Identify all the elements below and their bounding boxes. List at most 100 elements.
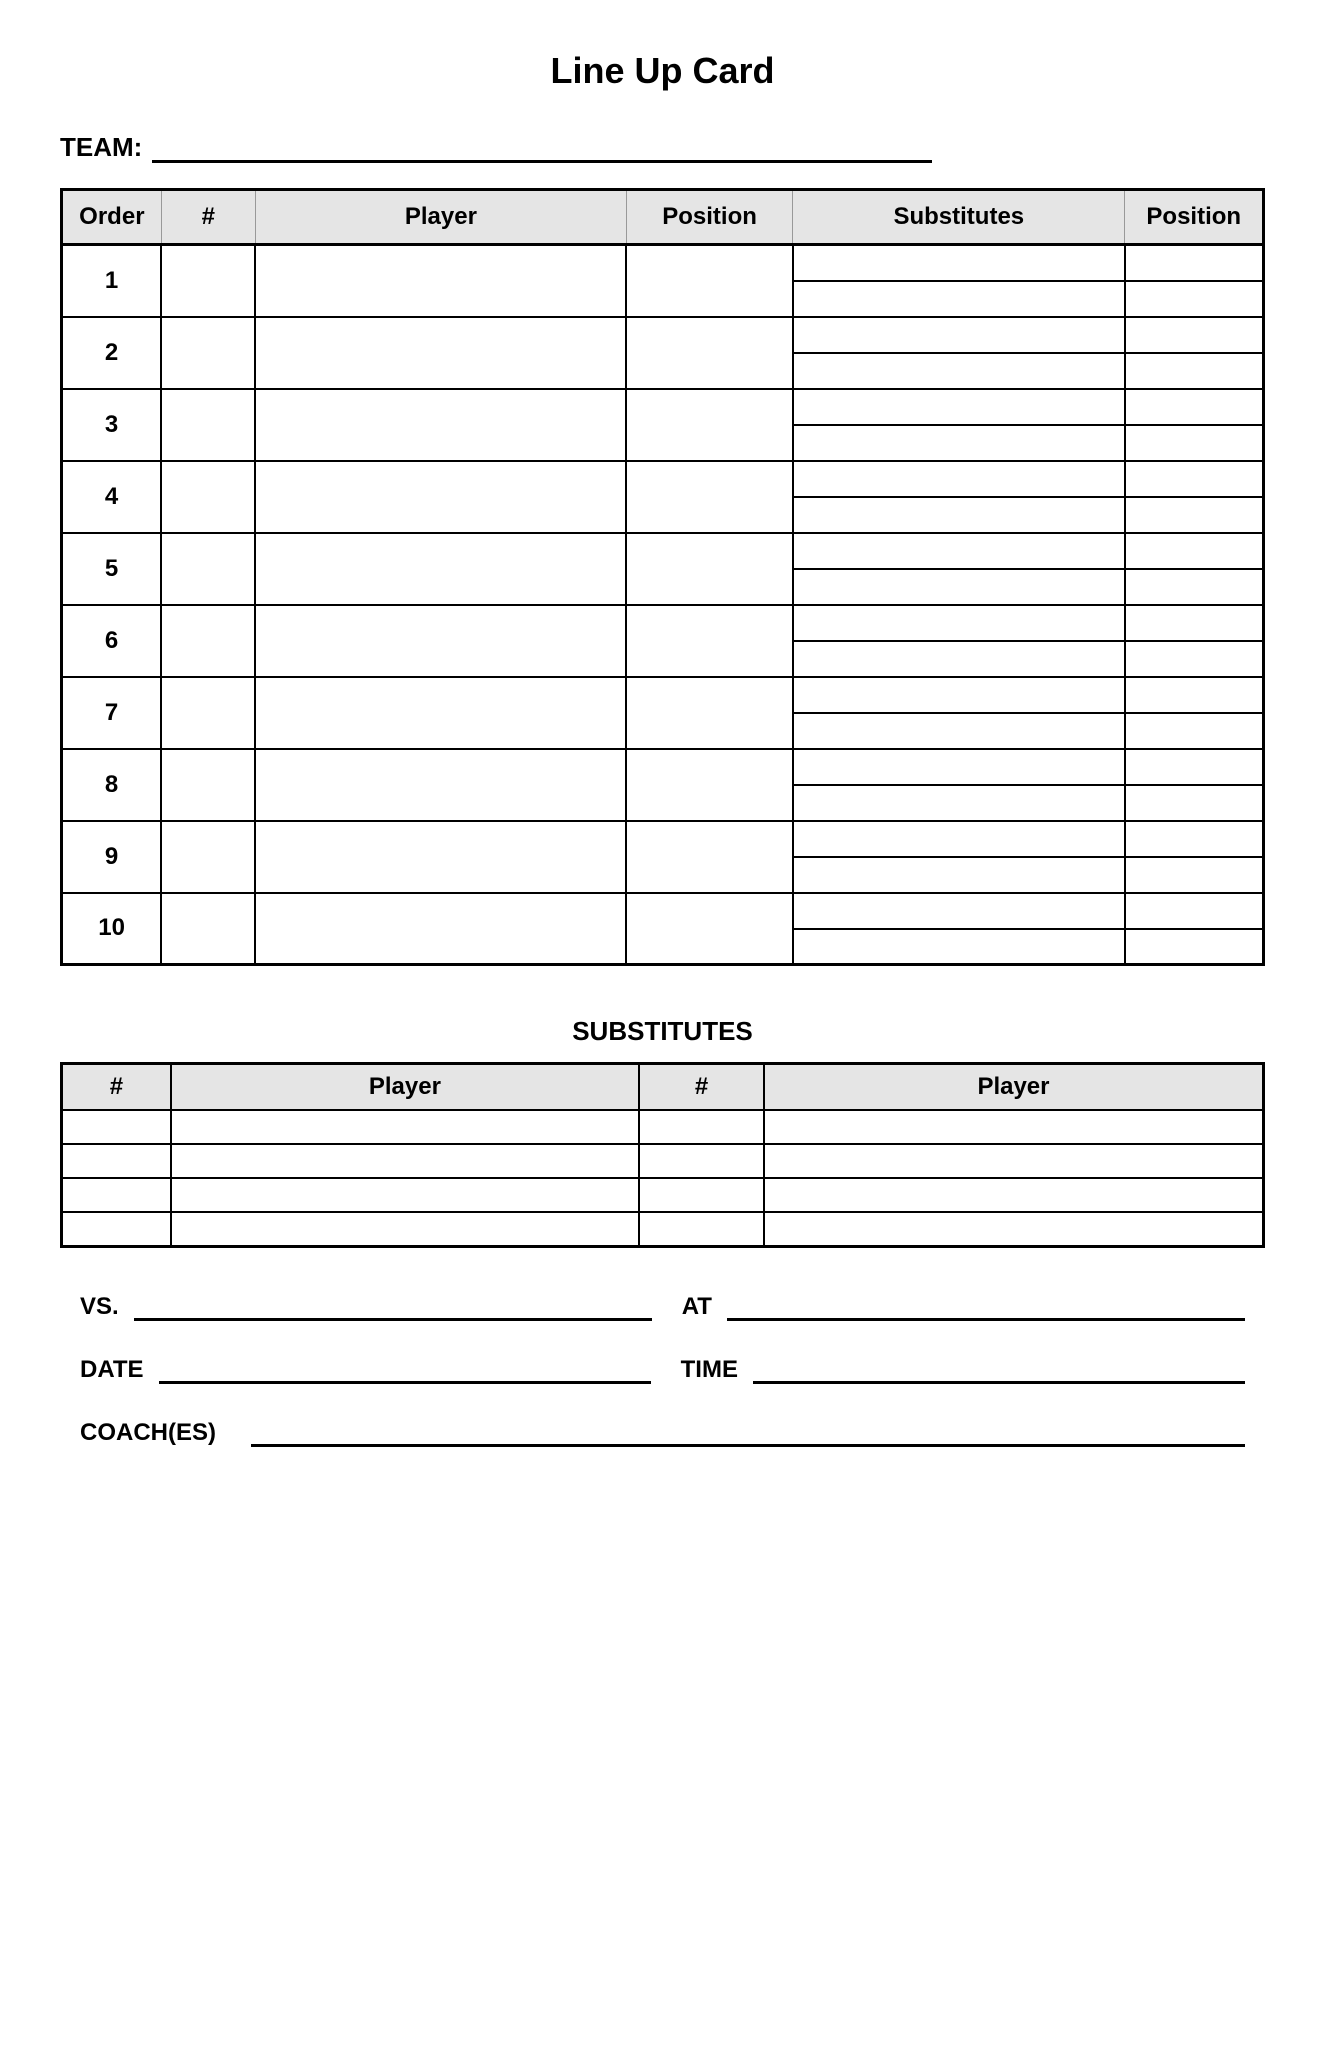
substitute-cell[interactable] (793, 749, 1125, 785)
number-cell[interactable] (161, 533, 255, 605)
substitute-position-cell[interactable] (1125, 425, 1264, 461)
substitute-position-cell[interactable] (1125, 353, 1264, 389)
substitute-cell[interactable] (793, 461, 1125, 497)
player-cell[interactable] (255, 749, 626, 821)
substitute-cell[interactable] (793, 821, 1125, 857)
substitute-cell[interactable] (793, 929, 1125, 965)
substitute-cell[interactable] (793, 281, 1125, 317)
substitute-cell[interactable] (793, 569, 1125, 605)
subs-player-cell[interactable] (764, 1110, 1264, 1144)
at-blank-line[interactable] (727, 1297, 1245, 1321)
number-cell[interactable] (161, 389, 255, 461)
player-cell[interactable] (255, 461, 626, 533)
substitute-position-cell[interactable] (1125, 821, 1264, 857)
subs-player-cell[interactable] (764, 1178, 1264, 1212)
substitute-cell[interactable] (793, 317, 1125, 353)
position-cell[interactable] (626, 677, 792, 749)
subs-number-cell[interactable] (62, 1110, 171, 1144)
subs-number-cell[interactable] (62, 1212, 171, 1246)
substitute-position-cell[interactable] (1125, 713, 1264, 749)
substitute-cell[interactable] (793, 713, 1125, 749)
col-number: # (161, 190, 255, 245)
number-cell[interactable] (161, 245, 255, 317)
subs-row (62, 1144, 1264, 1178)
substitute-cell[interactable] (793, 677, 1125, 713)
substitute-position-cell[interactable] (1125, 389, 1264, 425)
number-cell[interactable] (161, 821, 255, 893)
number-cell[interactable] (161, 677, 255, 749)
substitute-position-cell[interactable] (1125, 245, 1264, 281)
position-cell[interactable] (626, 533, 792, 605)
coaches-blank-line[interactable] (251, 1423, 1245, 1447)
substitute-position-cell[interactable] (1125, 677, 1264, 713)
lineup-row: 4 (62, 461, 1264, 497)
subs-player-cell[interactable] (764, 1144, 1264, 1178)
player-cell[interactable] (255, 389, 626, 461)
substitute-position-cell[interactable] (1125, 749, 1264, 785)
subs-number-cell[interactable] (639, 1178, 764, 1212)
team-blank-line[interactable] (152, 137, 932, 163)
substitute-cell[interactable] (793, 641, 1125, 677)
number-cell[interactable] (161, 317, 255, 389)
time-blank-line[interactable] (753, 1360, 1245, 1384)
subs-player-cell[interactable] (171, 1110, 639, 1144)
substitute-cell[interactable] (793, 857, 1125, 893)
substitute-cell[interactable] (793, 497, 1125, 533)
player-cell[interactable] (255, 893, 626, 965)
position-cell[interactable] (626, 317, 792, 389)
player-cell[interactable] (255, 317, 626, 389)
player-cell[interactable] (255, 821, 626, 893)
number-cell[interactable] (161, 605, 255, 677)
vs-label: VS. (80, 1293, 119, 1321)
position-cell[interactable] (626, 461, 792, 533)
substitute-position-cell[interactable] (1125, 929, 1264, 965)
subs-number-cell[interactable] (62, 1144, 171, 1178)
player-cell[interactable] (255, 245, 626, 317)
player-cell[interactable] (255, 605, 626, 677)
substitute-position-cell[interactable] (1125, 641, 1264, 677)
position-cell[interactable] (626, 821, 792, 893)
number-cell[interactable] (161, 461, 255, 533)
substitute-position-cell[interactable] (1125, 317, 1264, 353)
substitute-position-cell[interactable] (1125, 605, 1264, 641)
substitute-cell[interactable] (793, 389, 1125, 425)
subs-player-cell[interactable] (171, 1144, 639, 1178)
substitute-cell[interactable] (793, 785, 1125, 821)
subs-player-cell[interactable] (764, 1212, 1264, 1246)
position-cell[interactable] (626, 749, 792, 821)
player-cell[interactable] (255, 677, 626, 749)
position-cell[interactable] (626, 245, 792, 317)
substitute-cell[interactable] (793, 893, 1125, 929)
substitutes-title: SUBSTITUTES (60, 1016, 1265, 1047)
number-cell[interactable] (161, 893, 255, 965)
vs-blank-line[interactable] (134, 1297, 652, 1321)
number-cell[interactable] (161, 749, 255, 821)
substitute-position-cell[interactable] (1125, 281, 1264, 317)
substitute-position-cell[interactable] (1125, 893, 1264, 929)
subs-number-cell[interactable] (62, 1178, 171, 1212)
substitute-cell[interactable] (793, 605, 1125, 641)
substitute-position-cell[interactable] (1125, 497, 1264, 533)
substitute-cell[interactable] (793, 533, 1125, 569)
date-blank-line[interactable] (159, 1360, 651, 1384)
subs-number-cell[interactable] (639, 1144, 764, 1178)
subs-player-cell[interactable] (171, 1212, 639, 1246)
vs-at-row: VS. AT (60, 1293, 1265, 1321)
subs-number-cell[interactable] (639, 1110, 764, 1144)
substitute-position-cell[interactable] (1125, 857, 1264, 893)
substitute-position-cell[interactable] (1125, 785, 1264, 821)
substitute-cell[interactable] (793, 353, 1125, 389)
substitute-cell[interactable] (793, 245, 1125, 281)
subs-number-cell[interactable] (639, 1212, 764, 1246)
position-cell[interactable] (626, 389, 792, 461)
substitute-position-cell[interactable] (1125, 533, 1264, 569)
player-cell[interactable] (255, 533, 626, 605)
lineup-row: 10 (62, 893, 1264, 929)
substitute-cell[interactable] (793, 425, 1125, 461)
substitute-position-cell[interactable] (1125, 569, 1264, 605)
subs-player-cell[interactable] (171, 1178, 639, 1212)
position-cell[interactable] (626, 893, 792, 965)
substitute-position-cell[interactable] (1125, 461, 1264, 497)
order-cell: 5 (62, 533, 162, 605)
position-cell[interactable] (626, 605, 792, 677)
